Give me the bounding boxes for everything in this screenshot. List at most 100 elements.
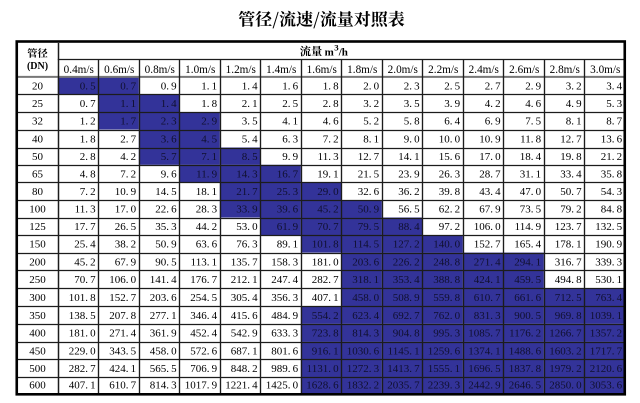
svg-text:18. 1: 18. 1	[196, 186, 217, 198]
svg-text:0. 7: 0. 7	[120, 81, 136, 93]
svg-text:44. 2: 44. 2	[196, 221, 217, 233]
svg-text:1425. 0: 1425. 0	[266, 380, 299, 392]
svg-text:294. 1: 294. 1	[514, 256, 541, 268]
svg-text:26. 3: 26. 3	[439, 168, 461, 180]
svg-text:33. 9: 33. 9	[236, 204, 258, 216]
svg-text:995. 3: 995. 3	[433, 328, 460, 340]
svg-text:2. 3: 2. 3	[161, 116, 177, 128]
svg-text:1.2m/s: 1.2m/s	[226, 64, 256, 76]
svg-text:2. 3: 2. 3	[404, 81, 420, 93]
svg-text:0.6m/s: 0.6m/s	[104, 64, 134, 76]
svg-text:7. 5: 7. 5	[525, 116, 541, 128]
svg-text:18. 4: 18. 4	[520, 151, 542, 163]
svg-text:2. 9: 2. 9	[201, 116, 217, 128]
svg-text:20: 20	[32, 81, 44, 93]
svg-text:135. 7: 135. 7	[231, 256, 258, 268]
svg-text:3. 9: 3. 9	[444, 98, 460, 110]
svg-text:831. 3: 831. 3	[474, 310, 501, 322]
svg-text:1085. 7: 1085. 7	[468, 328, 501, 340]
svg-text:530. 1: 530. 1	[595, 274, 622, 286]
svg-text:1030. 6: 1030. 6	[347, 345, 380, 357]
svg-text:13. 6: 13. 6	[601, 134, 623, 146]
svg-text:8. 5: 8. 5	[242, 151, 258, 163]
svg-text:212. 1: 212. 1	[231, 274, 258, 286]
svg-text:1837. 8: 1837. 8	[509, 363, 542, 375]
svg-text:203. 6: 203. 6	[352, 256, 379, 268]
svg-text:14. 5: 14. 5	[155, 186, 177, 198]
svg-text:165. 4: 165. 4	[514, 239, 541, 251]
svg-text:12. 7: 12. 7	[560, 134, 582, 146]
svg-text:305. 4: 305. 4	[231, 292, 258, 304]
svg-text:282. 7: 282. 7	[69, 363, 96, 375]
svg-text:1. 1: 1. 1	[201, 81, 217, 93]
svg-text:712. 5: 712. 5	[555, 292, 582, 304]
svg-text:1.8m/s: 1.8m/s	[347, 64, 377, 76]
svg-text:19. 8: 19. 8	[560, 151, 582, 163]
svg-text:84. 8: 84. 8	[601, 204, 623, 216]
svg-text:106. 0: 106. 0	[109, 274, 136, 286]
svg-text:350: 350	[29, 310, 46, 322]
svg-text:63. 6: 63. 6	[196, 239, 218, 251]
svg-text:661. 6: 661. 6	[514, 292, 541, 304]
svg-text:1. 8: 1. 8	[323, 81, 339, 93]
svg-text:801. 6: 801. 6	[271, 345, 298, 357]
svg-text:1.0m/s: 1.0m/s	[185, 64, 215, 76]
svg-text:1. 4: 1. 4	[161, 98, 177, 110]
svg-text:114. 9: 114. 9	[515, 221, 542, 233]
svg-text:3.0m/s: 3.0m/s	[590, 64, 620, 76]
svg-text:2. 7: 2. 7	[485, 81, 501, 93]
svg-text:17. 0: 17. 0	[479, 151, 501, 163]
svg-text:4. 1: 4. 1	[282, 116, 298, 128]
svg-text:1039. 1: 1039. 1	[590, 310, 622, 322]
svg-text:35. 3: 35. 3	[155, 221, 177, 233]
svg-text:610. 7: 610. 7	[109, 380, 136, 392]
svg-text:1. 8: 1. 8	[80, 134, 96, 146]
svg-text:4. 9: 4. 9	[566, 98, 582, 110]
svg-text:10. 9: 10. 9	[115, 186, 137, 198]
svg-text:12. 7: 12. 7	[358, 151, 380, 163]
svg-text:47. 0: 47. 0	[520, 186, 542, 198]
svg-text:282. 7: 282. 7	[312, 274, 339, 286]
svg-text:1272. 3: 1272. 3	[347, 363, 380, 375]
svg-text:80: 80	[32, 186, 44, 198]
svg-text:6. 4: 6. 4	[444, 116, 460, 128]
svg-text:176. 7: 176. 7	[190, 274, 217, 286]
svg-text:50. 9: 50. 9	[358, 204, 380, 216]
svg-text:229. 0: 229. 0	[69, 345, 96, 357]
svg-text:114. 5: 114. 5	[353, 239, 380, 251]
svg-text:8. 1: 8. 1	[566, 116, 582, 128]
svg-text:1. 1: 1. 1	[120, 98, 136, 110]
svg-text:39. 8: 39. 8	[439, 186, 461, 198]
svg-text:2. 5: 2. 5	[444, 81, 460, 93]
svg-text:25. 4: 25. 4	[74, 239, 96, 251]
svg-text:113. 1: 113. 1	[191, 256, 218, 268]
svg-text:4. 5: 4. 5	[201, 134, 217, 146]
svg-text:35. 8: 35. 8	[601, 168, 623, 180]
svg-text:2442. 9: 2442. 9	[468, 380, 501, 392]
svg-text:318. 1: 318. 1	[352, 274, 379, 286]
svg-text:1717. 7: 1717. 7	[590, 345, 623, 357]
svg-text:450: 450	[29, 345, 46, 357]
svg-text:904. 8: 904. 8	[393, 328, 420, 340]
svg-text:346. 4: 346. 4	[190, 310, 217, 322]
svg-text:45. 2: 45. 2	[74, 256, 95, 268]
svg-text:43. 4: 43. 4	[479, 186, 501, 198]
svg-text:814. 3: 814. 3	[352, 328, 379, 340]
svg-text:62. 2: 62. 2	[439, 204, 460, 216]
svg-text:101. 8: 101. 8	[312, 239, 339, 251]
svg-text:150: 150	[29, 239, 46, 251]
svg-text:1221. 4: 1221. 4	[225, 380, 258, 392]
svg-text:271. 4: 271. 4	[474, 256, 501, 268]
svg-text:123. 7: 123. 7	[555, 221, 582, 233]
svg-text:484. 9: 484. 9	[271, 310, 298, 322]
svg-text:1832. 2: 1832. 2	[347, 380, 379, 392]
svg-text:459. 5: 459. 5	[514, 274, 541, 286]
svg-text:1176. 2: 1176. 2	[509, 328, 541, 340]
svg-text:1696. 5: 1696. 5	[468, 363, 501, 375]
svg-text:127. 2: 127. 2	[393, 239, 420, 251]
svg-text:17. 7: 17. 7	[74, 221, 96, 233]
svg-text:89. 1: 89. 1	[277, 239, 298, 251]
svg-text:1266. 7: 1266. 7	[549, 328, 582, 340]
svg-text:254. 5: 254. 5	[190, 292, 217, 304]
svg-text:271. 4: 271. 4	[109, 328, 136, 340]
